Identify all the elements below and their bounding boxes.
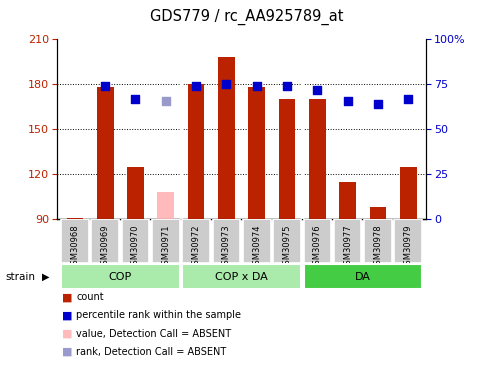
Bar xyxy=(157,192,174,219)
Bar xyxy=(309,99,326,219)
Point xyxy=(222,81,230,87)
Bar xyxy=(61,264,179,289)
Text: count: count xyxy=(76,292,104,303)
Text: strain: strain xyxy=(5,272,35,282)
Text: DA: DA xyxy=(355,272,371,282)
Bar xyxy=(91,219,119,262)
Text: COP: COP xyxy=(109,272,132,282)
Bar xyxy=(218,57,235,219)
Point xyxy=(192,83,200,89)
Bar xyxy=(304,264,422,289)
Point xyxy=(283,83,291,89)
Point xyxy=(374,101,382,107)
Bar xyxy=(243,219,271,262)
Text: ■: ■ xyxy=(62,346,72,357)
Bar xyxy=(279,99,295,219)
Bar xyxy=(152,219,179,262)
Text: rank, Detection Call = ABSENT: rank, Detection Call = ABSENT xyxy=(76,346,227,357)
Text: GSM30968: GSM30968 xyxy=(70,225,79,270)
Bar xyxy=(127,167,144,219)
Bar xyxy=(61,219,89,262)
Point xyxy=(132,96,140,102)
Bar xyxy=(400,167,417,219)
Bar xyxy=(394,219,422,262)
Bar xyxy=(182,219,210,262)
Text: GSM30972: GSM30972 xyxy=(192,225,201,270)
Text: GDS779 / rc_AA925789_at: GDS779 / rc_AA925789_at xyxy=(150,9,343,25)
Text: percentile rank within the sample: percentile rank within the sample xyxy=(76,310,242,321)
Text: GSM30978: GSM30978 xyxy=(374,225,383,270)
Bar xyxy=(304,219,331,262)
Text: GSM30976: GSM30976 xyxy=(313,225,322,270)
Text: COP x DA: COP x DA xyxy=(215,272,268,282)
Text: ■: ■ xyxy=(62,328,72,339)
Point xyxy=(404,96,412,102)
Point xyxy=(162,98,170,104)
Bar xyxy=(97,87,113,219)
Text: GSM30979: GSM30979 xyxy=(404,225,413,270)
Bar xyxy=(182,264,301,289)
Point xyxy=(101,83,109,89)
Text: ▶: ▶ xyxy=(42,272,49,282)
Point xyxy=(253,83,261,89)
Text: GSM30969: GSM30969 xyxy=(101,225,109,270)
Bar xyxy=(212,219,240,262)
Text: GSM30977: GSM30977 xyxy=(343,225,352,270)
Bar xyxy=(67,218,83,219)
Bar xyxy=(339,182,356,219)
Text: GSM30971: GSM30971 xyxy=(161,225,170,270)
Text: ■: ■ xyxy=(62,310,72,321)
Bar xyxy=(334,219,361,262)
Text: GSM30974: GSM30974 xyxy=(252,225,261,270)
Bar xyxy=(188,84,205,219)
Point xyxy=(314,87,321,93)
Text: GSM30975: GSM30975 xyxy=(282,225,291,270)
Text: GSM30970: GSM30970 xyxy=(131,225,140,270)
Bar xyxy=(248,87,265,219)
Text: ■: ■ xyxy=(62,292,72,303)
Text: GSM30973: GSM30973 xyxy=(222,225,231,270)
Bar xyxy=(370,207,387,219)
Bar xyxy=(364,219,392,262)
Bar xyxy=(122,219,149,262)
Point xyxy=(344,98,352,104)
Bar xyxy=(273,219,301,262)
Text: value, Detection Call = ABSENT: value, Detection Call = ABSENT xyxy=(76,328,232,339)
